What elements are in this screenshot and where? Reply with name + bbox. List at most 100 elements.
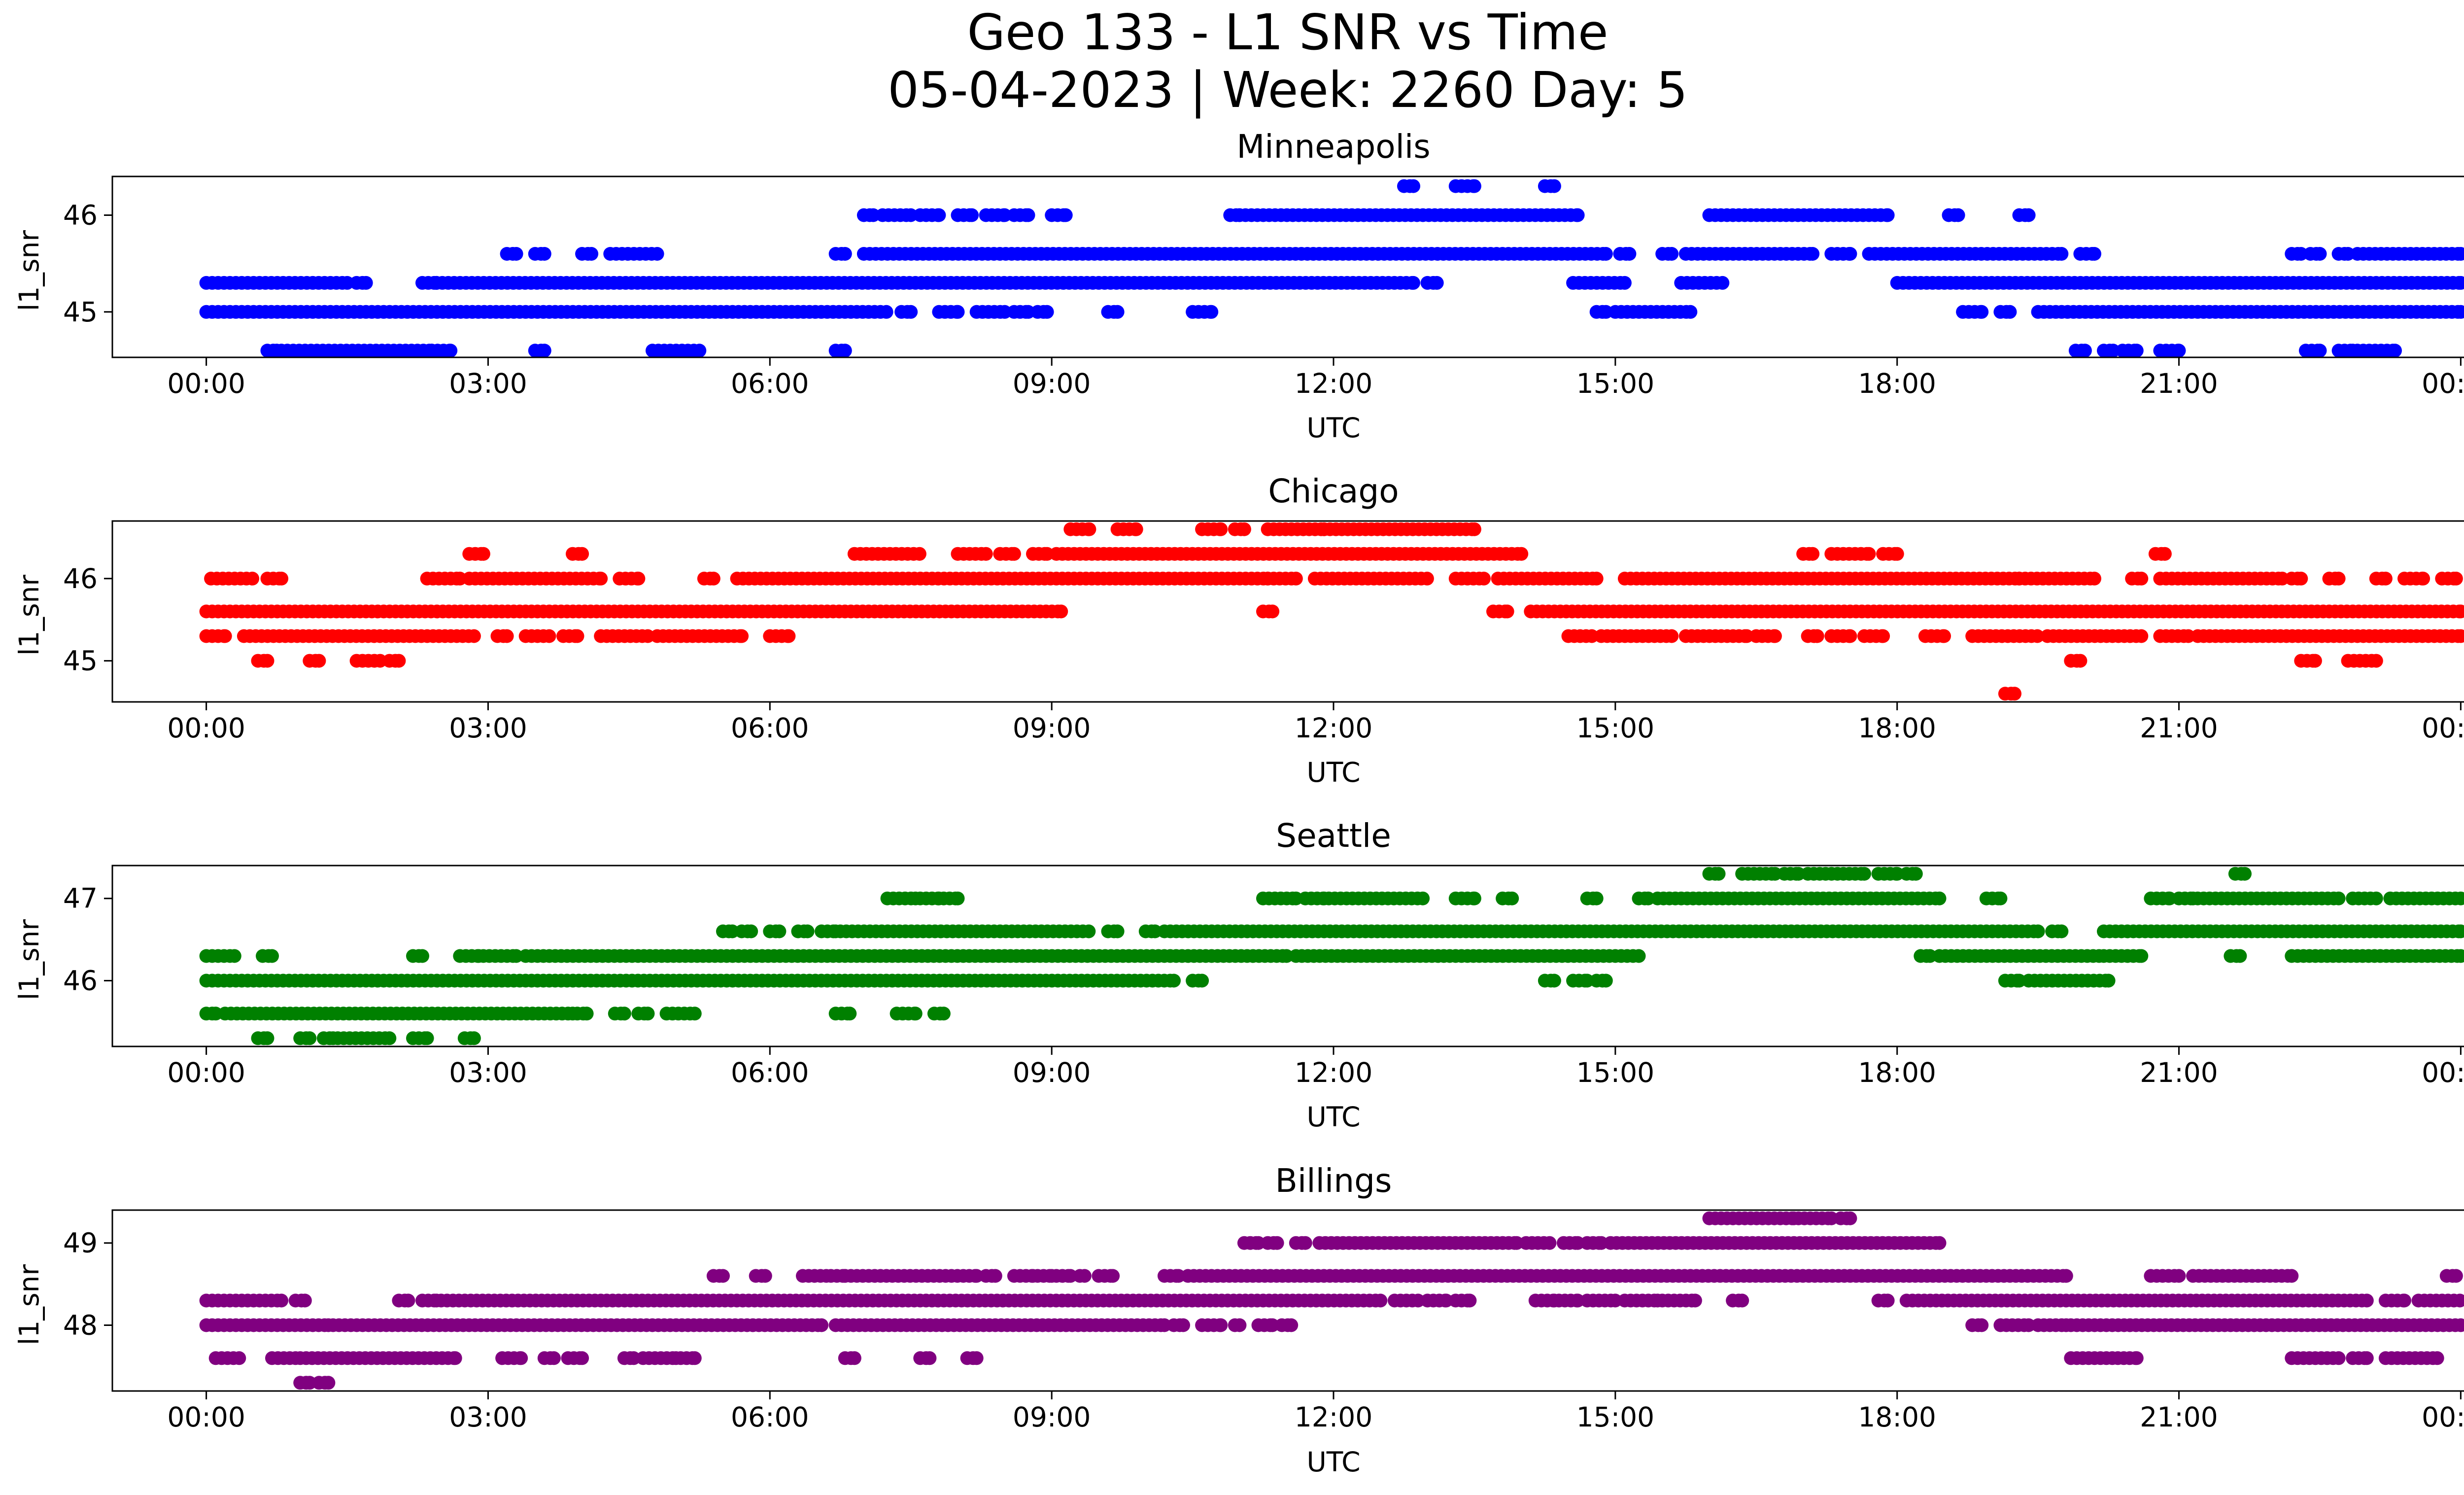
x-tick-label: 15:00: [1576, 368, 1655, 399]
data-point: [1040, 305, 1054, 319]
subplot-chicago: Chicago UTC l1_snr 00:00 03:00 06:00 09:00 1…: [13, 472, 2464, 788]
data-point: [1289, 571, 1303, 586]
figure-title-line1: Geo 133 - L1 SNR vs Time: [967, 3, 1608, 61]
snr-level-row: [462, 547, 2172, 561]
data-point: [912, 547, 926, 561]
data-point: [1890, 547, 1904, 561]
x-tick-label: 00:00: [2422, 1401, 2464, 1433]
x-tick-label: 00:00: [167, 1057, 245, 1088]
data-point: [537, 247, 551, 261]
data-point: [951, 891, 965, 905]
data-point: [514, 1351, 528, 1365]
data-point: [2054, 247, 2069, 261]
data-point: [509, 247, 523, 261]
data-point: [1975, 1318, 1989, 1332]
data-point: [1082, 924, 1096, 939]
data-point: [1909, 867, 1923, 881]
data-point: [2369, 891, 2383, 905]
data-point: [2449, 1269, 2463, 1283]
data-point: [1463, 1293, 1477, 1308]
snr-level-row: [880, 891, 2464, 905]
snr-level-row: [1063, 522, 1481, 536]
data-point: [1195, 973, 1209, 988]
data-point: [542, 629, 556, 643]
x-tick-label: 12:00: [1295, 1401, 1373, 1433]
x-tick-label: 00:00: [2422, 1057, 2464, 1088]
x-tick-label: 18:00: [1858, 1057, 1936, 1088]
snr-level-row: [199, 949, 2464, 963]
data-point: [1843, 629, 1857, 643]
data-point: [979, 547, 993, 561]
y-axis-label: l1_snr: [13, 230, 45, 311]
data-point: [2059, 1269, 2073, 1283]
data-point: [1406, 179, 1420, 193]
data-point: [2388, 344, 2402, 358]
data-point: [1688, 1293, 1702, 1308]
plot-area: [199, 522, 2464, 701]
data-point: [2078, 344, 2092, 358]
data-point: [298, 1293, 312, 1308]
data-point: [274, 1293, 289, 1308]
data-point: [1993, 891, 2008, 905]
data-point: [1711, 867, 1726, 881]
data-point: [2172, 1269, 2186, 1283]
snr-level-row: [199, 1007, 951, 1021]
data-point: [2331, 571, 2346, 586]
data-point: [782, 629, 796, 643]
data-point: [2129, 344, 2144, 358]
y-axis-label: l1_snr: [13, 1264, 45, 1345]
data-point: [1599, 973, 1613, 988]
data-point: [1007, 547, 1021, 561]
data-point: [2331, 1351, 2346, 1365]
snr-level-row: [251, 1031, 481, 1045]
data-point: [2129, 1351, 2144, 1365]
data-point: [537, 344, 551, 358]
data-point: [1514, 547, 1529, 561]
data-point: [2157, 547, 2172, 561]
data-point: [2454, 276, 2464, 290]
data-point: [617, 1007, 631, 1021]
data-point: [2369, 654, 2383, 668]
data-point: [772, 924, 787, 939]
data-point: [382, 1031, 397, 1045]
data-point: [1547, 179, 1561, 193]
y-axis-label: l1_snr: [13, 575, 45, 656]
data-point: [1768, 629, 1782, 643]
data-point: [1806, 547, 1820, 561]
y-tick-label: 45: [63, 645, 98, 677]
plot-area: [199, 1211, 2464, 1390]
plot-area: [199, 179, 2464, 358]
data-point: [1129, 522, 1143, 536]
subplot-title: Billings: [1275, 1162, 1392, 1200]
data-point: [1951, 208, 1965, 222]
data-point: [2008, 687, 2021, 701]
x-tick-label: 00:00: [167, 368, 245, 399]
snr-level-row: [856, 208, 2036, 222]
data-point: [1932, 1236, 1947, 1250]
x-tick-label: 06:00: [731, 712, 809, 744]
y-tick-label: 46: [63, 563, 98, 594]
data-point: [2313, 344, 2327, 358]
x-tick-label: 21:00: [2140, 368, 2218, 399]
subplot-title: Minneapolis: [1236, 128, 1430, 166]
data-point: [1054, 604, 1068, 619]
snr-level-row: [260, 344, 2402, 358]
data-point: [1857, 867, 1871, 881]
data-point: [716, 1269, 730, 1283]
data-point: [1975, 305, 1989, 319]
data-point: [1665, 629, 1679, 643]
data-point: [1932, 891, 1947, 905]
data-point: [904, 305, 918, 319]
data-point: [800, 924, 815, 939]
data-point: [2360, 1293, 2374, 1308]
x-tick-label: 15:00: [1576, 1057, 1655, 1088]
data-point: [1735, 1293, 1749, 1308]
x-tick-label: 21:00: [2140, 1057, 2218, 1088]
snr-level-row: [1237, 1236, 1947, 1250]
data-point: [2030, 629, 2045, 643]
data-point: [1167, 973, 1181, 988]
data-point: [2449, 571, 2463, 586]
data-point: [631, 571, 646, 586]
data-point: [467, 629, 481, 643]
x-axis-label: UTC: [1306, 412, 1360, 444]
